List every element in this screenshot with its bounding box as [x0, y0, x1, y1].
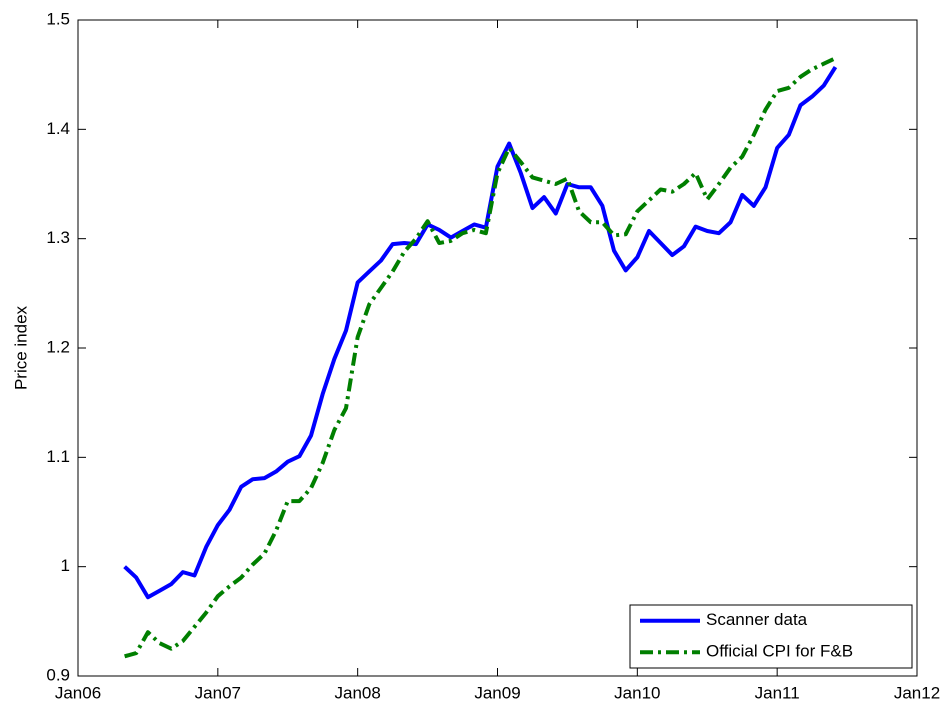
- y-tick-label: 1.2: [46, 337, 70, 356]
- y-tick-label: 0.9: [46, 665, 70, 684]
- legend-label: Scanner data: [706, 610, 808, 629]
- y-tick-label: 1.1: [46, 447, 70, 466]
- y-tick-label: 1.3: [46, 228, 70, 247]
- x-tick-label: Jan10: [614, 683, 660, 702]
- y-axis-label: Price index: [11, 305, 30, 390]
- y-tick-label: 1: [61, 556, 70, 575]
- data-line: [124, 56, 837, 659]
- plot-frame: [77, 19, 918, 677]
- legend-box: [629, 604, 913, 669]
- x-tick-label: Jan06: [55, 683, 101, 702]
- x-tick-label: Jan07: [195, 683, 241, 702]
- legend-label: Official CPI for F&B: [706, 642, 853, 661]
- x-tick-label: Jan11: [755, 683, 800, 702]
- x-tick-label: Jan12: [894, 683, 940, 702]
- y-tick-label: 1.4: [46, 119, 70, 138]
- y-tick-label: 1.5: [46, 9, 70, 28]
- x-tick-label: Jan08: [335, 683, 381, 702]
- data-line: [123, 65, 838, 600]
- x-tick-label: Jan09: [474, 683, 520, 702]
